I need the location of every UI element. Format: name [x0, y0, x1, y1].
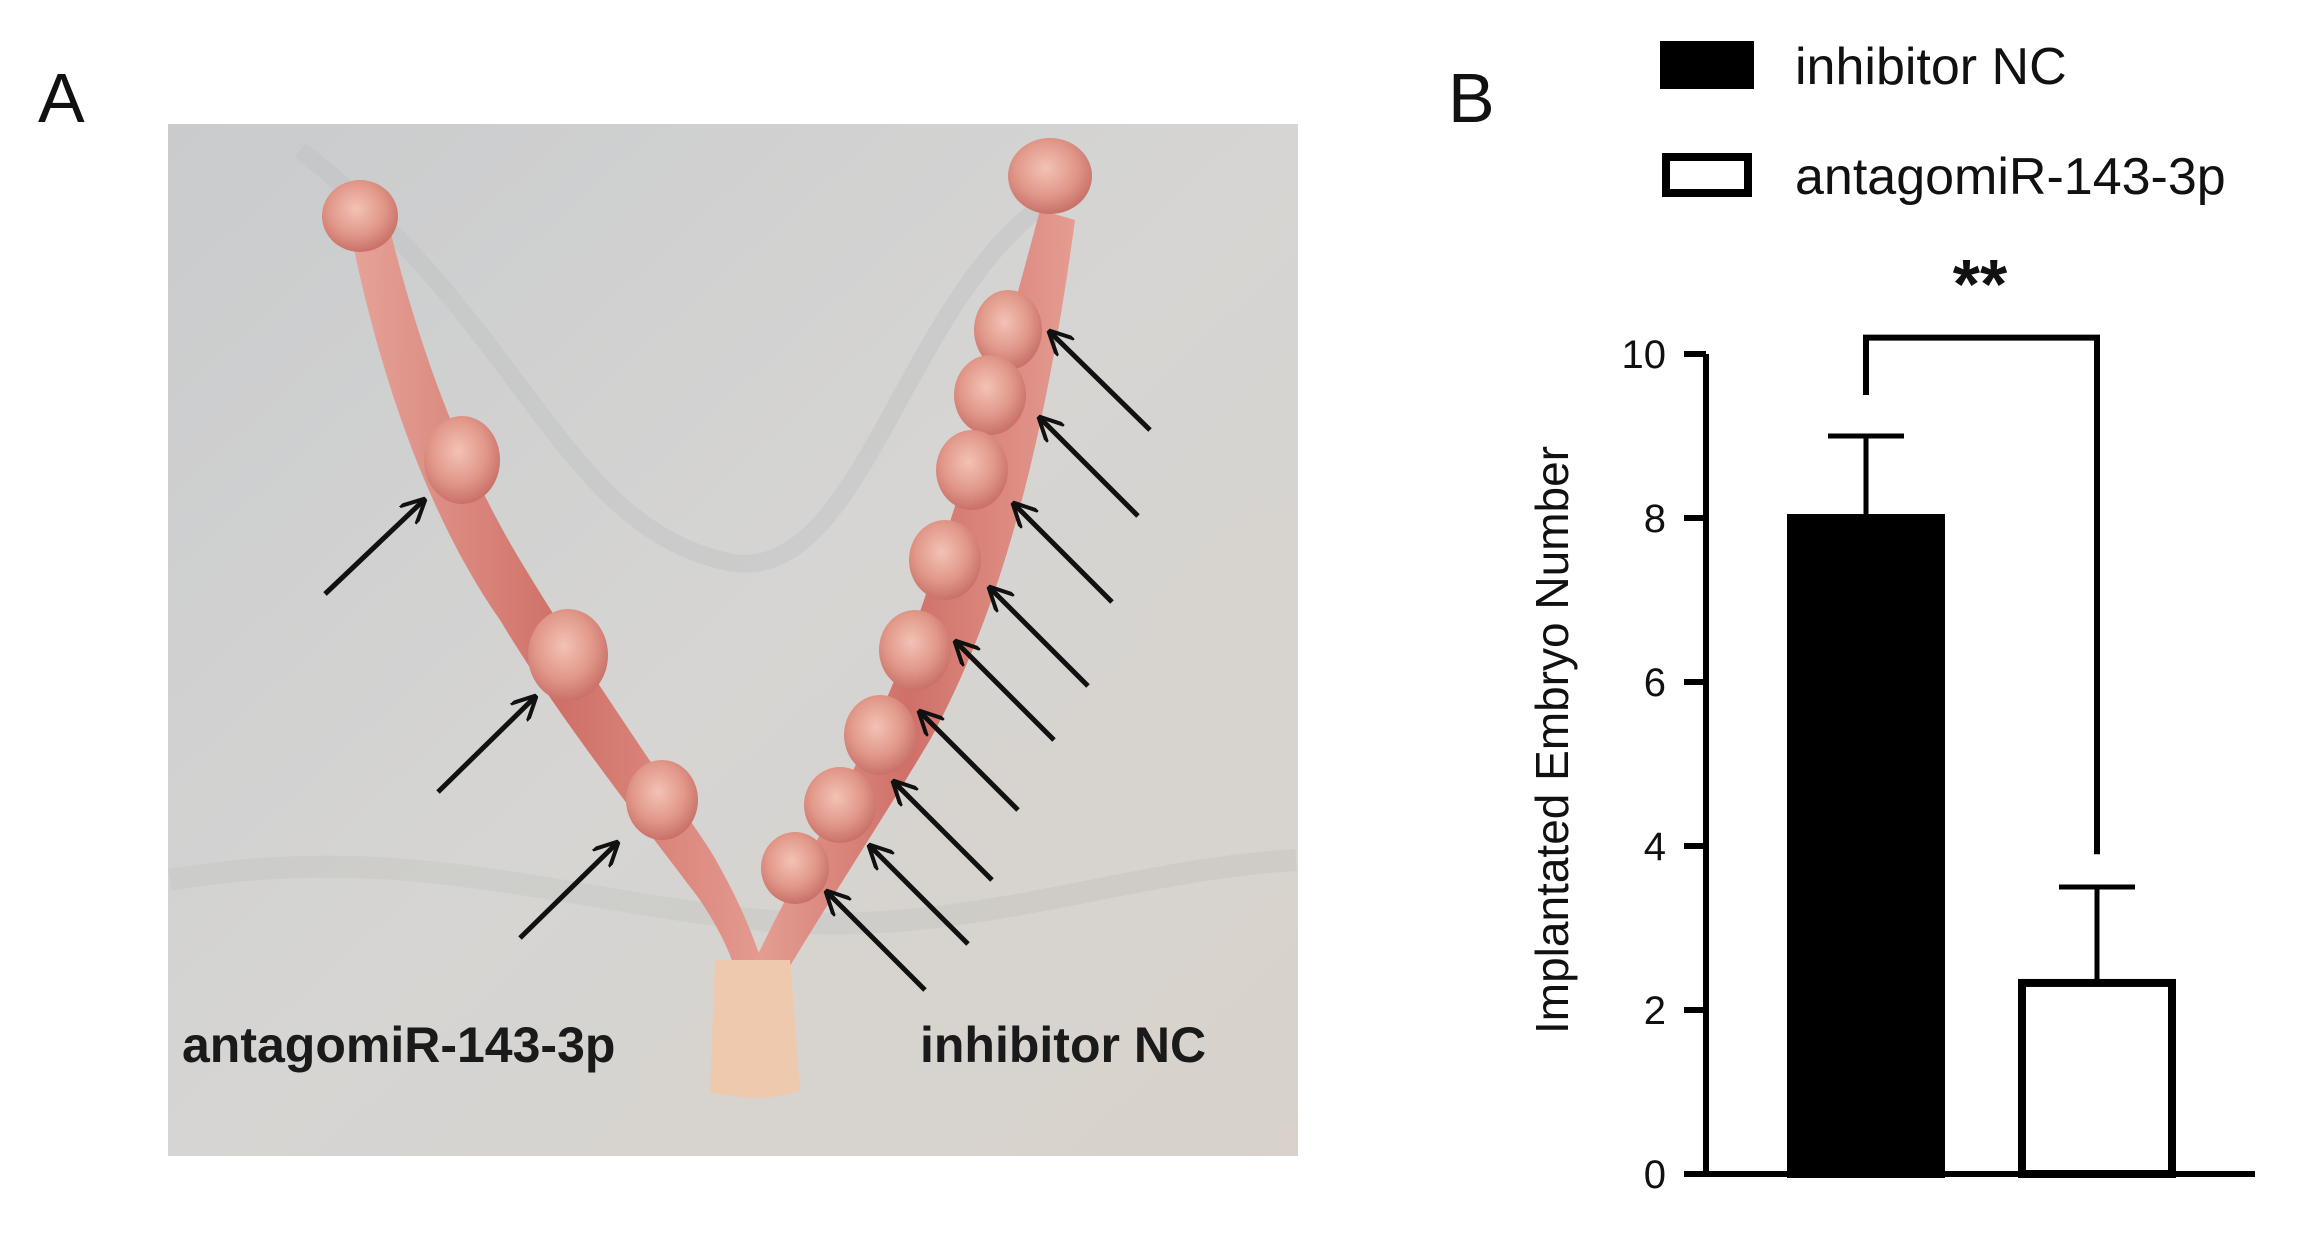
implantation-site	[804, 767, 876, 843]
legend-swatch-antagomir	[1662, 153, 1752, 197]
arrow-marker	[894, 782, 994, 882]
implantation-site	[879, 610, 951, 690]
arrow-marker	[920, 712, 1020, 812]
implantation-site	[424, 416, 500, 504]
photo-label-right: inhibitor NC	[920, 1017, 1206, 1073]
backdrop-fold	[168, 849, 1297, 935]
legend-label-inhibitor-nc: inhibitor NC	[1795, 38, 2067, 96]
bar-inhibitor-nc	[1787, 514, 1945, 1178]
legend: inhibitor NC antagomiR-143-3p	[1660, 38, 2226, 206]
panel-letter-a: A	[38, 59, 85, 137]
backdrop-fold	[294, 142, 1056, 573]
arrow-marker	[1040, 418, 1140, 518]
arrow-marker	[1014, 504, 1114, 604]
implantation-site	[844, 695, 916, 775]
ovary-right	[1008, 138, 1092, 214]
bars	[1787, 514, 2176, 1178]
y-axis-title: Implantated Embryo Number	[1526, 446, 1578, 1034]
y-tick-label: 0	[1644, 1153, 1666, 1197]
arrow-marker	[827, 892, 927, 992]
implantation-site	[761, 832, 829, 904]
y-ticks: 0 2 4 6 8 10	[1622, 333, 1706, 1197]
error-bars	[1828, 433, 2135, 983]
implantation-site	[954, 355, 1026, 435]
y-tick-label: 4	[1644, 825, 1666, 869]
ovary-left	[322, 180, 398, 252]
bar-chart: Implantated Embryo Number 0 2 4 6 8 10 **	[1526, 245, 2255, 1197]
cervix	[710, 960, 800, 1098]
y-tick-label: 10	[1622, 333, 1667, 377]
implantation-site	[626, 760, 698, 840]
significance-stars: **	[1953, 245, 2008, 323]
arrow-marker	[518, 843, 617, 940]
arrow-marker	[870, 846, 970, 946]
uterus-photo: antagomiR-143-3p inhibitor NC	[168, 124, 1298, 1156]
arrow-marker	[956, 642, 1056, 742]
implantation-site	[909, 520, 981, 600]
significance-bracket: **	[1863, 245, 2100, 855]
arrow-marker	[990, 588, 1090, 688]
implantation-site	[528, 609, 608, 701]
y-tick-label: 6	[1644, 661, 1666, 705]
implantation-site	[974, 290, 1042, 370]
arrow-marker	[323, 500, 424, 596]
y-tick-label: 2	[1644, 989, 1666, 1033]
y-tick-label: 8	[1644, 497, 1666, 541]
panel-letter-b: B	[1448, 59, 1495, 137]
legend-swatch-inhibitor-nc	[1660, 41, 1754, 89]
implantation-site	[936, 430, 1008, 510]
bar-antagomir-143-3p	[2018, 978, 2176, 1178]
legend-label-antagomir: antagomiR-143-3p	[1795, 148, 2226, 206]
arrow-marker	[436, 697, 535, 794]
arrow-marker	[1050, 332, 1152, 432]
photo-label-left: antagomiR-143-3p	[182, 1017, 615, 1073]
significance-bracket-line	[1863, 334, 2100, 855]
